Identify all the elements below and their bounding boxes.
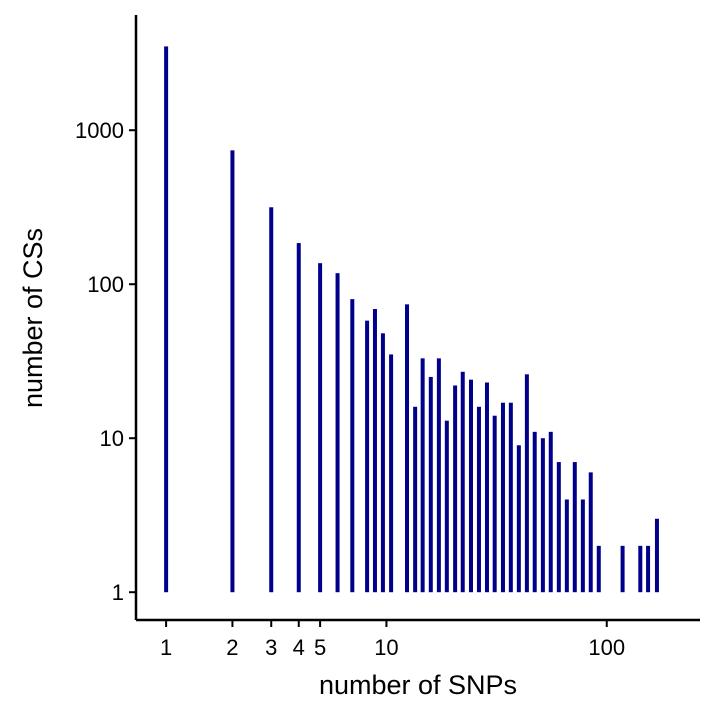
bar xyxy=(500,402,505,593)
y-tick-label: 10 xyxy=(100,426,124,451)
bar xyxy=(389,354,394,593)
y-axis-title: number of CSs xyxy=(18,228,48,408)
x-tick-label: 10 xyxy=(374,635,398,660)
bar xyxy=(230,150,235,593)
bar xyxy=(654,518,659,593)
y-tick-label: 1000 xyxy=(75,118,124,143)
bar xyxy=(335,273,340,593)
bar xyxy=(580,499,585,593)
bar xyxy=(468,379,473,593)
bar xyxy=(428,376,433,593)
bar xyxy=(508,402,513,593)
bar xyxy=(548,431,553,593)
bar xyxy=(620,545,625,593)
bar xyxy=(556,462,561,593)
x-tick-label: 100 xyxy=(588,635,625,660)
bar xyxy=(372,309,377,593)
bar xyxy=(460,371,465,593)
bar xyxy=(646,545,651,593)
bar xyxy=(516,445,521,593)
bar xyxy=(164,46,169,593)
bar xyxy=(444,420,449,593)
y-tick-label: 100 xyxy=(87,272,124,297)
bar xyxy=(436,358,441,593)
y-tick-label: 1 xyxy=(112,580,124,605)
bar xyxy=(484,382,489,593)
bar xyxy=(564,499,569,593)
bar xyxy=(540,438,545,593)
bar xyxy=(413,406,418,593)
x-tick-label: 2 xyxy=(226,635,238,660)
x-tick-label: 3 xyxy=(265,635,277,660)
bar xyxy=(420,358,425,593)
bar xyxy=(532,431,537,593)
bar xyxy=(405,304,410,593)
bar xyxy=(588,472,593,593)
bar xyxy=(318,263,323,593)
bar xyxy=(572,462,577,593)
bar xyxy=(296,243,301,593)
bar xyxy=(476,406,481,593)
bar xyxy=(492,415,497,593)
x-axis-title: number of SNPs xyxy=(319,670,517,700)
x-tick-label: 1 xyxy=(160,635,172,660)
bar xyxy=(638,545,643,593)
bar xyxy=(365,320,370,593)
bar xyxy=(380,333,385,593)
x-tick-label: 5 xyxy=(314,635,326,660)
bar xyxy=(453,385,458,593)
bar xyxy=(269,207,274,593)
bar xyxy=(524,374,529,593)
bar xyxy=(350,299,355,593)
bar xyxy=(596,545,601,593)
x-tick-label: 4 xyxy=(293,635,305,660)
